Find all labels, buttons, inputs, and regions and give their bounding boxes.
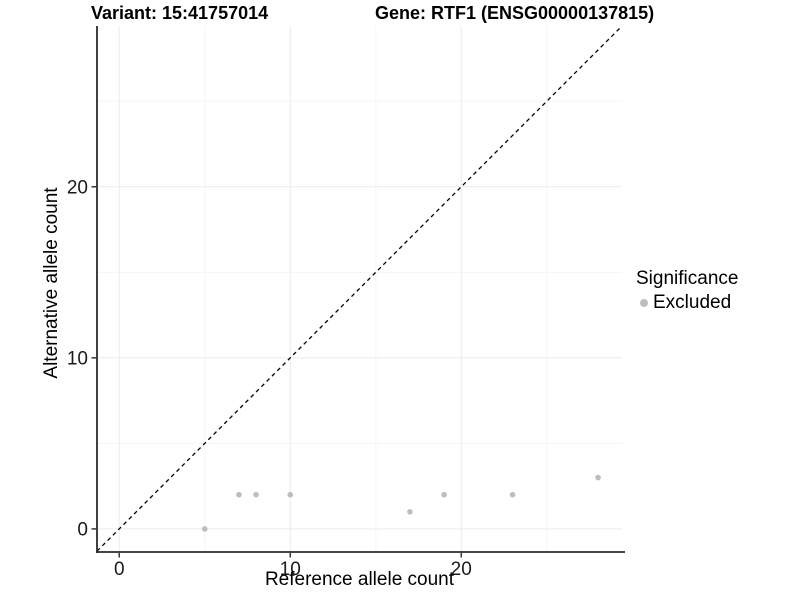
x-tick-label: 10	[280, 559, 301, 580]
y-tick-label: 10	[67, 348, 88, 369]
legend-point-icon	[640, 299, 648, 307]
data-point	[201, 526, 208, 532]
legend-title: Significance	[636, 268, 739, 289]
x-tick-label: 0	[114, 559, 125, 580]
x-tick-label: 20	[451, 559, 472, 580]
plot-title-gene: Gene: RTF1 (ENSG00000137815)	[375, 3, 655, 23]
y-tick-label: 20	[67, 177, 88, 198]
y-axis-title: Alternative allele count	[41, 187, 62, 379]
legend-item: Excluded	[640, 292, 738, 314]
data-point	[441, 491, 447, 498]
data-point	[595, 474, 601, 481]
y-tick-label: 0	[77, 519, 88, 540]
plot-title-variant: Variant: 15:41757014	[91, 3, 269, 23]
legend-item-label: Excluded	[653, 292, 732, 313]
data-point	[253, 491, 259, 498]
data-point	[407, 509, 413, 515]
data-point	[509, 491, 516, 498]
identity-line	[96, 25, 623, 552]
data-point	[236, 491, 242, 498]
data-point	[287, 491, 294, 498]
legend: Significance Excluded	[636, 268, 738, 314]
x-axis-title: Reference allele count	[264, 569, 455, 590]
